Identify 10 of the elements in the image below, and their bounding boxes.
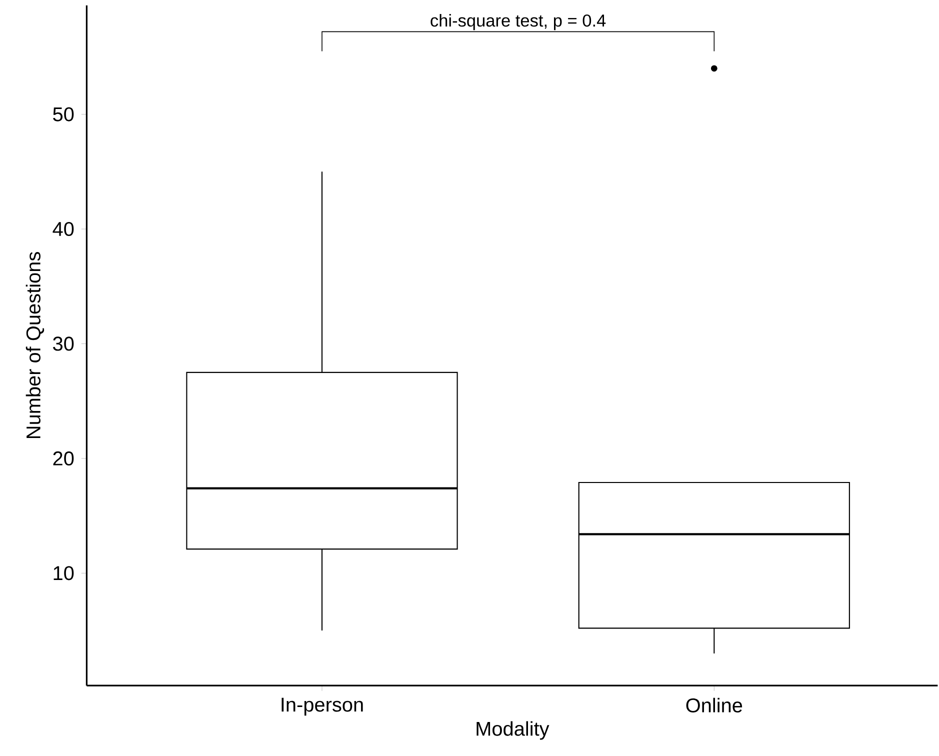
y-axis-title: Number of Questions <box>26 252 44 438</box>
y-tick-label: 10 <box>54 566 74 580</box>
y-tick-label: 40 <box>52 222 74 236</box>
x-axis-title: Modality <box>476 721 550 740</box>
y-tick-label: 30 <box>53 336 74 351</box>
y-tick-label: 20 <box>53 451 74 466</box>
annotation: chi-square test, p = 0.4 <box>430 14 606 30</box>
x-tick-label: Online <box>686 698 742 712</box>
y-tick-label: 50 <box>53 107 74 122</box>
x-tick-label: In-person <box>282 698 363 716</box>
